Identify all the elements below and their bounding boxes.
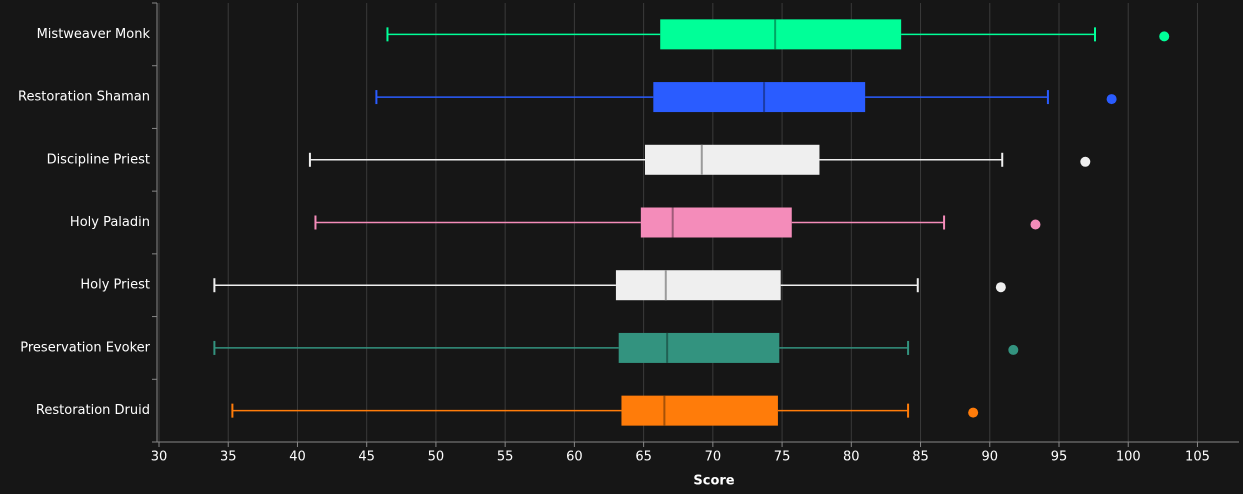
outlier bbox=[1030, 219, 1041, 230]
outlier bbox=[1080, 156, 1091, 167]
x-tick-label: 80 bbox=[843, 450, 860, 465]
box bbox=[660, 19, 902, 50]
x-tick-label: 90 bbox=[981, 450, 998, 465]
x-tick-label: 65 bbox=[635, 450, 652, 465]
x-tick-label: 70 bbox=[705, 450, 722, 465]
box bbox=[640, 207, 792, 238]
y-tick-label: Restoration Druid bbox=[36, 403, 150, 418]
box bbox=[621, 395, 778, 426]
x-tick-label: 40 bbox=[289, 450, 306, 465]
x-tick-label: 30 bbox=[151, 450, 168, 465]
outlier bbox=[1008, 344, 1019, 355]
box bbox=[618, 332, 780, 363]
y-tick-label: Holy Paladin bbox=[70, 215, 150, 230]
box bbox=[645, 144, 820, 175]
x-tick-label: 85 bbox=[912, 450, 929, 465]
box bbox=[653, 82, 866, 113]
x-tick-label: 55 bbox=[497, 450, 514, 465]
outlier bbox=[1106, 94, 1117, 105]
x-tick-label: 95 bbox=[1051, 450, 1068, 465]
y-tick-label: Mistweaver Monk bbox=[37, 27, 151, 42]
box bbox=[615, 270, 781, 301]
x-tick-label: 50 bbox=[428, 450, 445, 465]
outlier bbox=[995, 282, 1006, 293]
x-tick-label: 105 bbox=[1185, 450, 1210, 465]
x-axis-label: Score bbox=[693, 474, 734, 489]
x-tick-label: 100 bbox=[1116, 450, 1141, 465]
y-tick-label: Holy Priest bbox=[80, 278, 150, 293]
outlier bbox=[1159, 31, 1170, 42]
x-tick-label: 75 bbox=[774, 450, 791, 465]
x-tick-label: 35 bbox=[220, 450, 237, 465]
y-tick-label: Restoration Shaman bbox=[18, 90, 150, 105]
y-tick-label: Preservation Evoker bbox=[20, 340, 150, 355]
y-tick-label: Discipline Priest bbox=[47, 152, 150, 167]
x-tick-label: 45 bbox=[358, 450, 375, 465]
x-tick-label: 60 bbox=[566, 450, 583, 465]
outlier bbox=[968, 407, 979, 418]
